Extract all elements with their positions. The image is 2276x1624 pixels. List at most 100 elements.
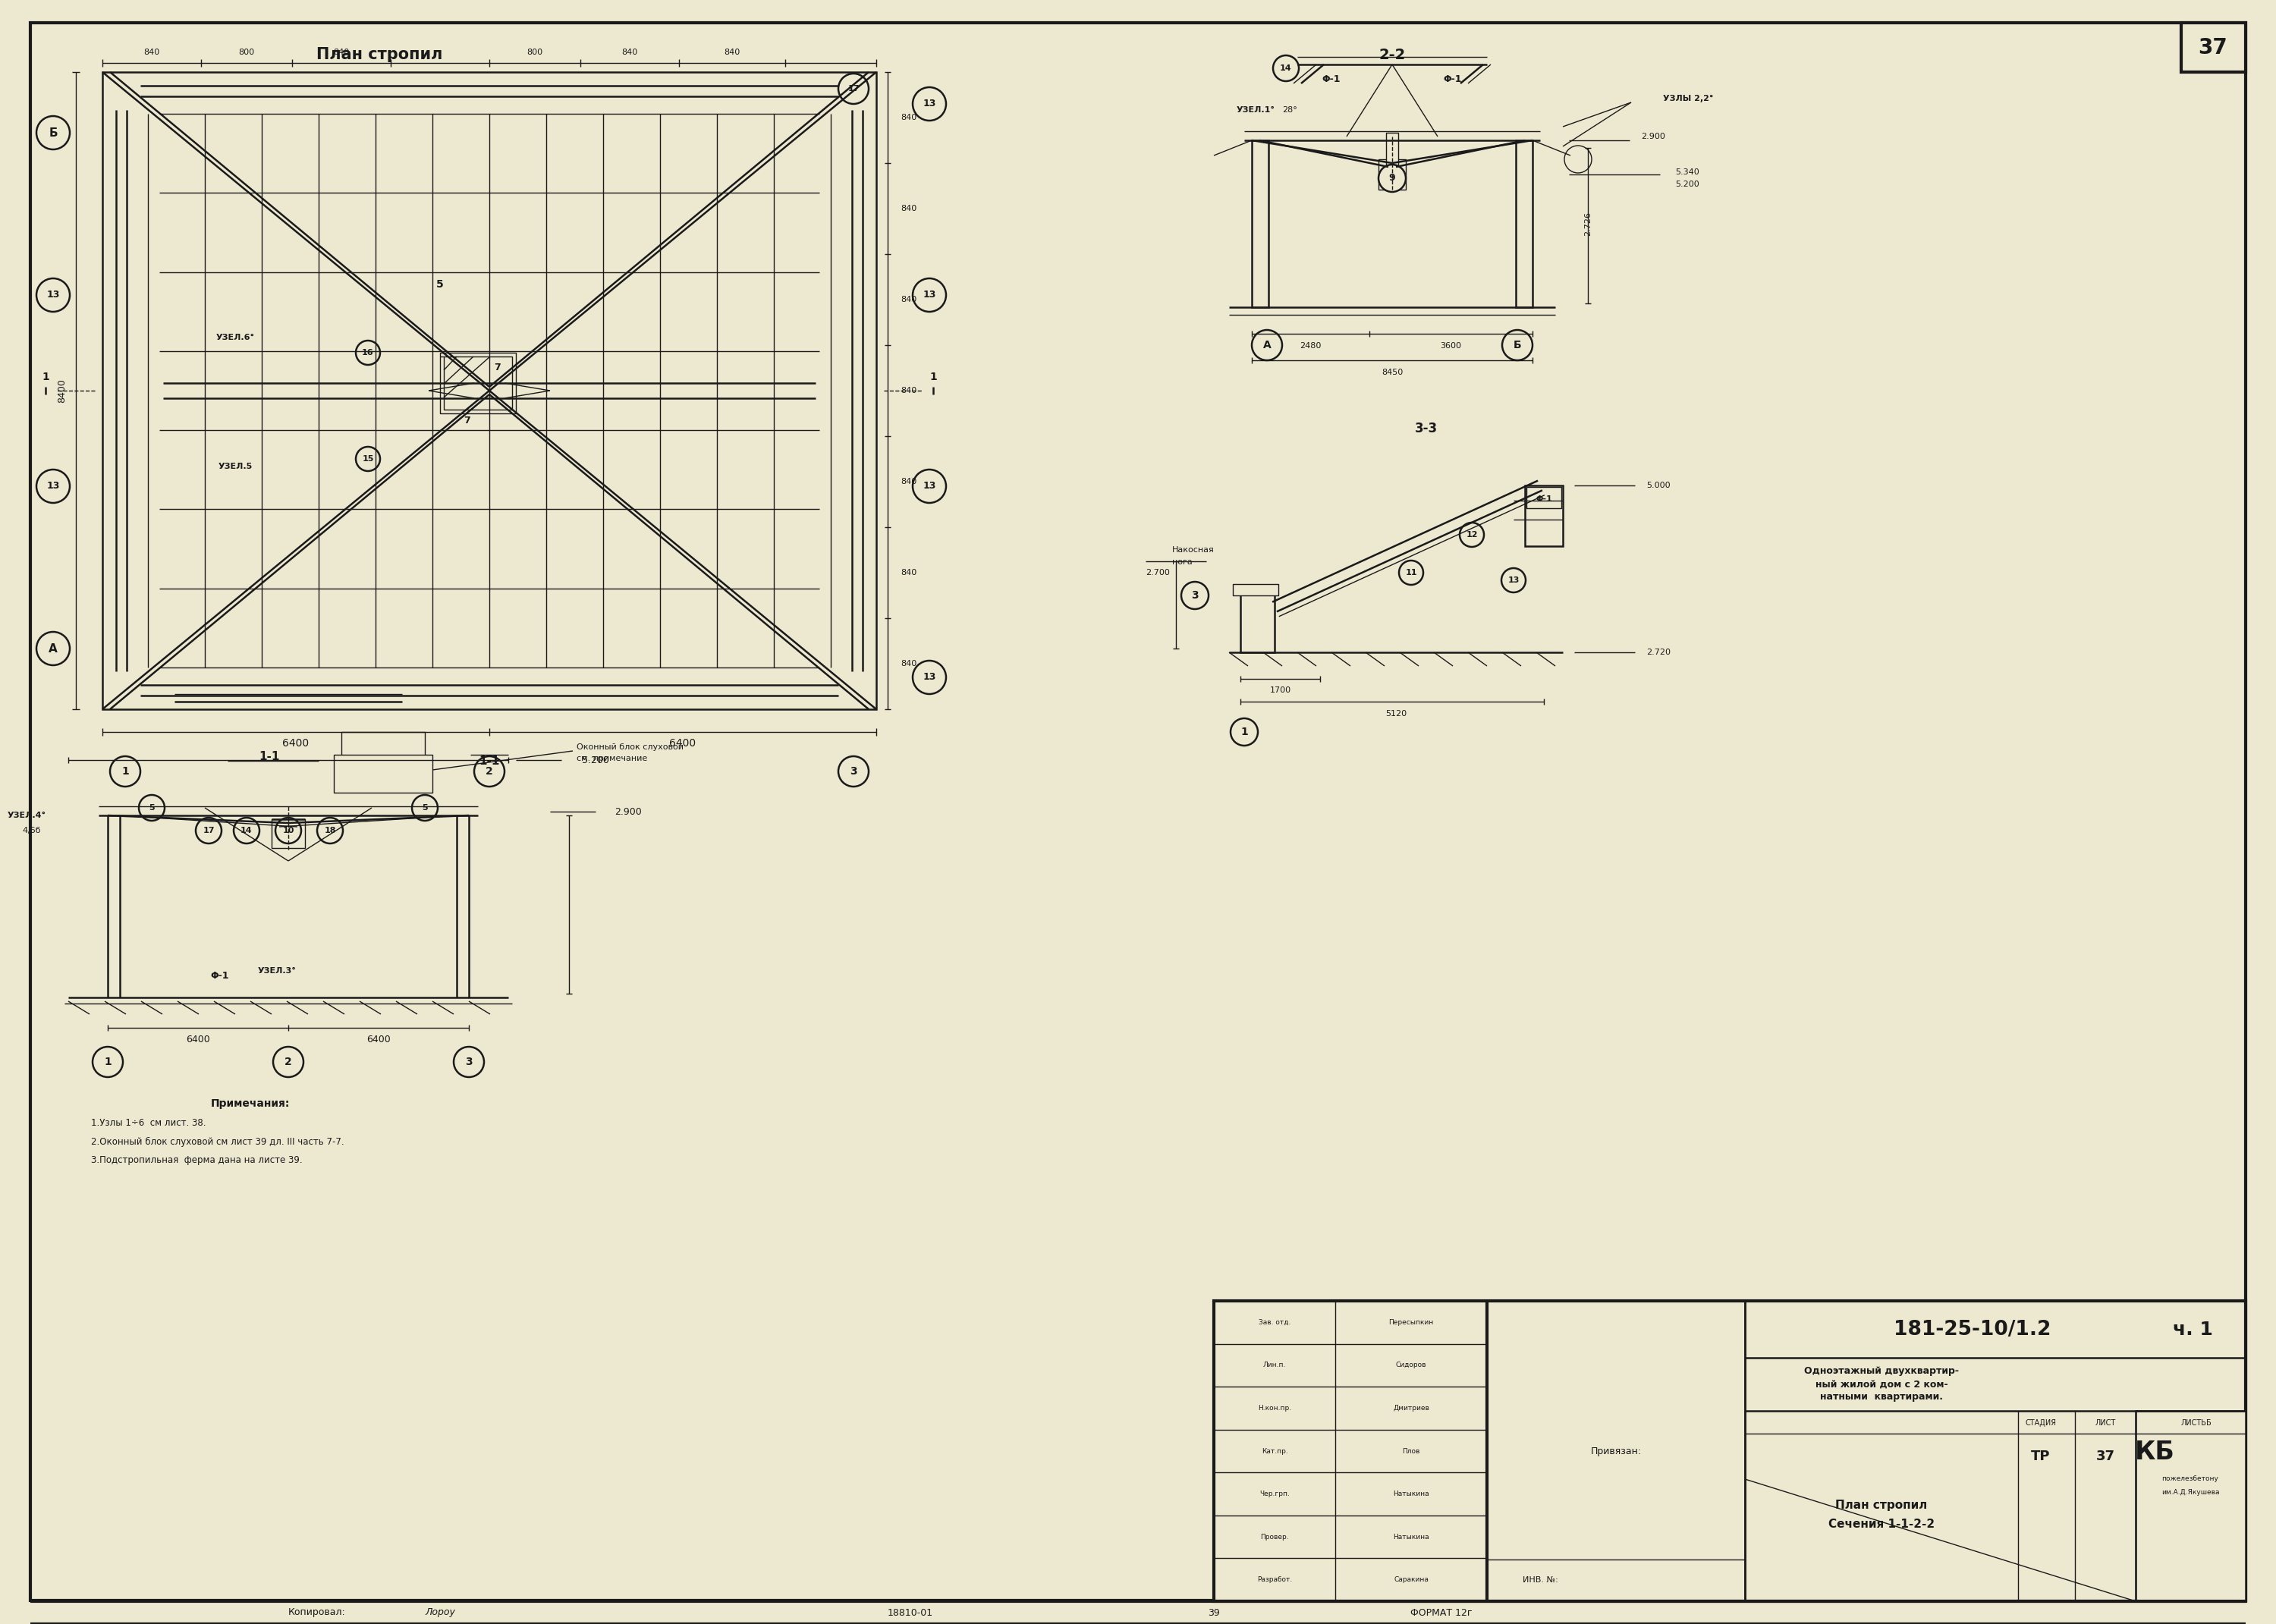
Text: 16: 16 [362,349,373,357]
Text: А: А [1263,339,1270,351]
Text: Кат.пр.: Кат.пр. [1261,1447,1288,1455]
Text: УЗЕЛ.1°: УЗЕЛ.1° [1236,106,1275,114]
Text: 840: 840 [621,49,637,57]
Text: 3: 3 [849,767,858,776]
Text: 2: 2 [284,1057,291,1067]
Text: 840: 840 [901,114,917,122]
Text: 2.726: 2.726 [1584,211,1591,235]
Circle shape [1379,164,1407,192]
Text: 840: 840 [143,49,159,57]
Text: 5.000: 5.000 [1646,482,1671,489]
Text: 3.Подстропильная  ферма дана на листе 39.: 3.Подстропильная ферма дана на листе 39. [91,1156,303,1166]
Circle shape [412,794,437,820]
Text: Пересыпкин: Пересыпкин [1388,1319,1434,1325]
Circle shape [275,818,300,843]
Text: А: А [48,643,57,654]
Text: 14: 14 [1279,65,1293,71]
Text: 5.200: 5.200 [583,755,610,765]
Circle shape [1564,146,1591,172]
Text: 5.200: 5.200 [1675,180,1700,188]
Text: Провер.: Провер. [1261,1533,1288,1540]
Text: 3: 3 [1190,590,1199,601]
Text: 840: 840 [901,568,917,577]
Text: 2480: 2480 [1300,343,1322,349]
Text: УЗЕЛ.4°: УЗЕЛ.4° [7,812,46,818]
Text: ный жилой дом с 2 ком-: ный жилой дом с 2 ком- [1816,1379,1948,1389]
Text: 840: 840 [901,659,917,667]
Text: 18: 18 [323,827,337,835]
Circle shape [355,447,380,471]
Text: 6400: 6400 [366,1034,391,1044]
Circle shape [196,818,221,843]
Text: 7: 7 [464,416,469,425]
Text: УЗЛЫ 2,2°: УЗЛЫ 2,2° [1664,94,1714,102]
Text: ч. 1: ч. 1 [2174,1320,2212,1338]
Text: 5.340: 5.340 [1675,169,1700,175]
Circle shape [36,115,71,149]
Text: 1-1: 1-1 [259,752,280,763]
Circle shape [913,661,947,693]
Text: Накосная: Накосная [1172,546,1215,554]
Text: Зав. отд.: Зав. отд. [1259,1319,1290,1325]
Text: ЛИСТ: ЛИСТ [2094,1419,2117,1427]
Text: 2.Оконный блок слуховой см лист 39 дл. ІІІ часть 7-7.: 2.Оконный блок слуховой см лист 39 дл. І… [91,1137,344,1147]
Text: Б: Б [48,127,57,138]
Text: 1-1: 1-1 [478,755,501,767]
Circle shape [913,469,947,503]
Bar [102,71,876,710]
Text: 1: 1 [1240,726,1247,737]
Text: Сидоров: Сидоров [1395,1363,1427,1369]
Bar [1527,487,1561,508]
Text: 4,6б: 4,6б [23,827,41,835]
Text: 800: 800 [526,49,544,57]
Text: План стропил: План стропил [1834,1501,1928,1512]
Text: 5: 5 [148,804,155,812]
Text: Саракина: Саракина [1393,1577,1429,1583]
Circle shape [1459,523,1484,547]
Text: УЗЕЛ.5: УЗЕЛ.5 [218,463,253,471]
Text: 840: 840 [901,296,917,304]
Circle shape [316,818,344,843]
Bar [271,818,305,848]
Text: ЛИСТЬБ: ЛИСТЬБ [2180,1419,2212,1427]
Text: 5120: 5120 [1386,710,1407,718]
Circle shape [234,818,259,843]
Text: Одноэтажный двухквартир-: Одноэтажный двухквартир- [1805,1366,1960,1377]
Circle shape [93,1047,123,1077]
Text: Разработ.: Разработ. [1256,1577,1293,1583]
Text: 5: 5 [421,804,428,812]
Text: Лин.п.: Лин.п. [1263,1363,1286,1369]
Text: Φ-1: Φ-1 [1443,75,1461,84]
Text: нога: нога [1172,559,1193,565]
Circle shape [913,278,947,312]
Text: 1: 1 [105,1057,112,1067]
Text: 8400: 8400 [57,378,68,403]
Text: 2: 2 [485,767,494,776]
Text: Чер.грп.: Чер.грп. [1259,1491,1290,1497]
Text: 2.700: 2.700 [1145,568,1170,577]
Circle shape [273,1047,303,1077]
Text: Натыкина: Натыкина [1393,1533,1429,1540]
Bar [1486,1301,1746,1601]
Text: 9: 9 [1388,174,1395,184]
Text: 800: 800 [239,49,255,57]
Text: Н.кон.пр.: Н.кон.пр. [1259,1405,1290,1411]
Circle shape [838,73,869,104]
Circle shape [913,88,947,120]
Text: 2-2: 2-2 [1379,47,1407,62]
Text: 2.720: 2.720 [1646,648,1671,656]
Text: 13: 13 [1507,577,1520,585]
Text: ФОРМАТ 12г: ФОРМАТ 12г [1411,1608,1473,1618]
Circle shape [1502,330,1532,361]
Text: 15: 15 [362,455,373,463]
Circle shape [1181,581,1209,609]
Text: 840: 840 [901,205,917,213]
Text: 840: 840 [332,49,351,57]
Text: 181-25-10/1.2: 181-25-10/1.2 [1894,1320,2051,1340]
Text: 39: 39 [1209,1608,1220,1618]
Text: 840: 840 [724,49,740,57]
Text: Оконный блок слуховой: Оконный блок слуховой [576,744,683,750]
Text: 840: 840 [901,387,917,395]
Text: Сечения 1-1-2-2: Сечения 1-1-2-2 [1828,1518,1935,1530]
Text: Примечания:: Примечания: [212,1098,289,1109]
